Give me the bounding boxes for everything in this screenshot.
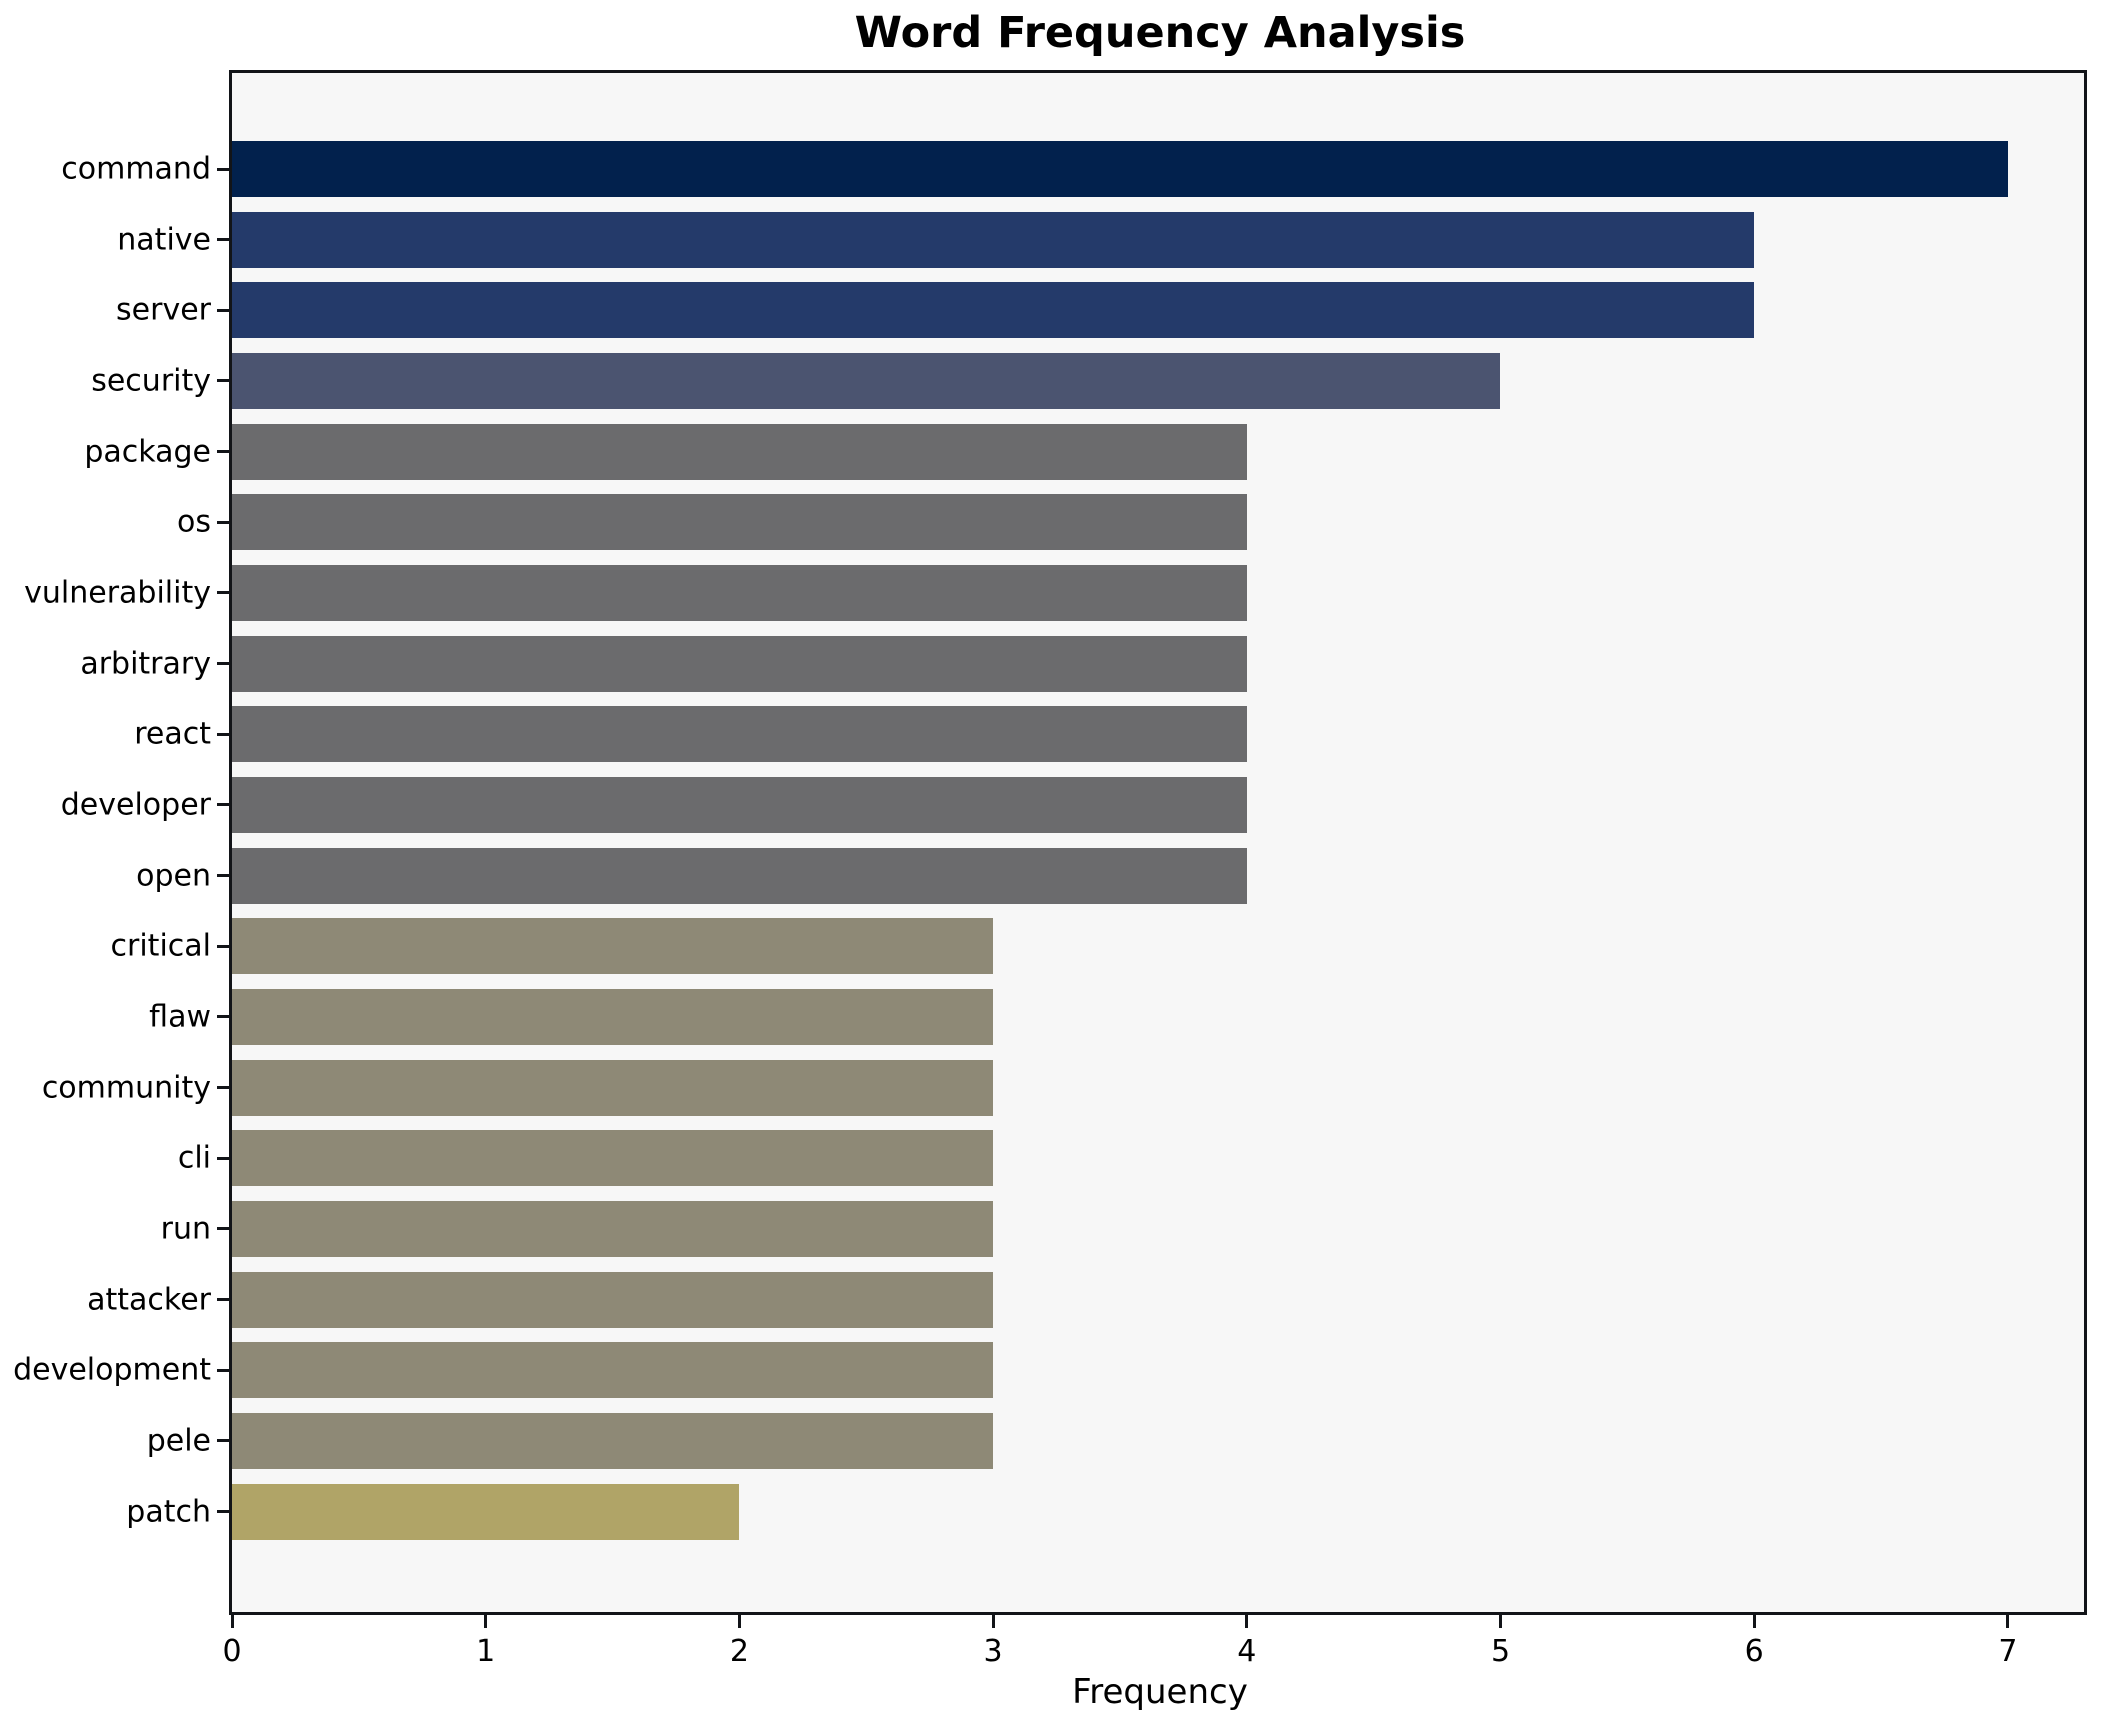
x-tick xyxy=(1498,1615,1502,1628)
y-tick-label: os xyxy=(177,504,211,540)
y-tick-label: developer xyxy=(60,787,211,823)
y-tick xyxy=(217,803,229,807)
y-tick xyxy=(217,1227,229,1231)
bar-attacker xyxy=(232,1271,994,1328)
x-tick-label: 4 xyxy=(1237,1634,1257,1669)
y-tick-label: package xyxy=(84,434,211,470)
bar-open xyxy=(232,847,1247,904)
y-tick-label: critical xyxy=(110,928,211,964)
y-tick-label: flaw xyxy=(149,999,211,1035)
y-tick-label: pele xyxy=(146,1423,211,1459)
y-tick-label: attacker xyxy=(87,1282,211,1318)
bar-run xyxy=(232,1200,994,1257)
y-tick xyxy=(217,450,229,454)
bar-os xyxy=(232,494,1247,551)
y-tick xyxy=(217,1086,229,1090)
y-tick xyxy=(217,238,229,242)
x-axis-label: Frequency xyxy=(1072,1672,1248,1712)
x-tick xyxy=(991,1615,995,1628)
y-tick-label: react xyxy=(134,716,211,752)
bar-native xyxy=(232,211,1755,268)
chart-title: Word Frequency Analysis xyxy=(854,8,1466,58)
y-tick xyxy=(217,1298,229,1302)
bar-arbitrary xyxy=(232,635,1247,692)
y-tick-label: security xyxy=(91,363,211,399)
y-tick xyxy=(217,1015,229,1019)
y-tick-label: patch xyxy=(126,1494,211,1530)
bar-community xyxy=(232,1059,994,1116)
y-tick xyxy=(217,520,229,524)
plot-area xyxy=(229,70,2087,1615)
y-tick xyxy=(217,1439,229,1443)
bar-patch xyxy=(232,1483,740,1540)
y-tick xyxy=(217,1156,229,1160)
bar-flaw xyxy=(232,988,994,1045)
y-tick-label: run xyxy=(160,1211,211,1247)
bar-package xyxy=(232,423,1247,480)
x-tick-label: 0 xyxy=(222,1634,242,1669)
x-tick xyxy=(484,1615,488,1628)
x-tick-label: 7 xyxy=(1998,1634,2018,1669)
y-tick-label: open xyxy=(136,858,211,894)
y-tick xyxy=(217,167,229,171)
bar-server xyxy=(232,282,1755,339)
x-tick-label: 1 xyxy=(476,1634,496,1669)
y-tick xyxy=(217,379,229,383)
x-tick xyxy=(1245,1615,1249,1628)
bar-critical xyxy=(232,918,994,975)
y-tick xyxy=(217,732,229,736)
bar-vulnerability xyxy=(232,564,1247,621)
y-tick xyxy=(217,874,229,878)
y-tick xyxy=(217,662,229,666)
x-tick xyxy=(2006,1615,2010,1628)
x-tick-label: 6 xyxy=(1744,1634,1764,1669)
y-tick-label: arbitrary xyxy=(80,646,211,682)
bar-development xyxy=(232,1342,994,1399)
y-tick xyxy=(217,944,229,948)
x-tick-label: 2 xyxy=(729,1634,749,1669)
y-tick-label: server xyxy=(116,292,211,328)
bar-pele xyxy=(232,1412,994,1469)
y-tick-label: vulnerability xyxy=(24,575,211,611)
y-tick xyxy=(217,591,229,595)
y-tick xyxy=(217,1368,229,1372)
y-tick-label: community xyxy=(41,1070,211,1106)
y-tick-label: cli xyxy=(177,1140,211,1176)
bar-command xyxy=(232,141,2008,197)
bar-cli xyxy=(232,1130,994,1187)
y-tick-label: development xyxy=(13,1352,211,1388)
y-tick-label: command xyxy=(61,151,211,187)
y-tick xyxy=(217,1510,229,1514)
x-tick xyxy=(737,1615,741,1628)
bar-security xyxy=(232,352,1501,409)
y-tick-label: native xyxy=(117,222,211,258)
x-tick xyxy=(1752,1615,1756,1628)
x-tick-label: 5 xyxy=(1490,1634,1511,1669)
x-tick xyxy=(230,1615,234,1628)
bar-developer xyxy=(232,776,1247,833)
x-tick-label: 3 xyxy=(983,1634,1003,1669)
bar-react xyxy=(232,706,1247,763)
y-tick xyxy=(217,308,229,312)
